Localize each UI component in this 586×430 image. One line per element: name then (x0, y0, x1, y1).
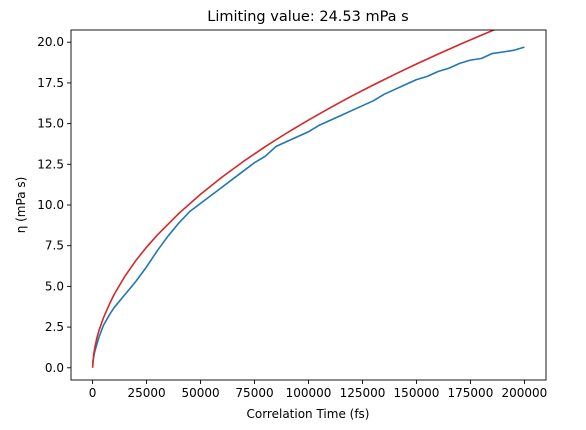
y-tick-label: 12.5 (37, 157, 64, 171)
x-tick-label: 200000 (502, 386, 548, 400)
x-tick-label: 175000 (448, 386, 494, 400)
x-tick-label: 150000 (394, 386, 440, 400)
viscosity-data-line (91, 46, 525, 364)
x-axis: 0 25000 50000 75000 100000 125000 150000 175000… (89, 380, 548, 400)
y-tick-label: 5.0 (45, 279, 64, 293)
y-tick-label: 10.0 (37, 198, 64, 212)
y-axis-label: η (mPa s) (14, 177, 28, 234)
x-tick-label: 100000 (286, 386, 332, 400)
x-tick-label: 75000 (235, 386, 273, 400)
x-tick-label: 125000 (340, 386, 386, 400)
y-tick-label: 7.5 (45, 239, 64, 253)
fit-curve-line (91, 30, 496, 368)
x-tick-label: 50000 (181, 386, 219, 400)
y-tick-label: 0.0 (45, 361, 64, 375)
y-tick-label: 15.0 (37, 117, 64, 131)
y-tick-label: 17.5 (37, 76, 64, 90)
y-tick-label: 20.0 (37, 35, 64, 49)
series-layer (91, 30, 525, 368)
y-axis: 0.0 2.5 5.0 7.5 10.0 12.5 15.0 17.5 20.0 (37, 35, 71, 375)
x-axis-label: Correlation Time (fs) (246, 407, 369, 421)
chart-title: Limiting value: 24.53 mPa s (207, 9, 408, 25)
x-tick-label: 0 (89, 386, 97, 400)
plot-frame (70, 29, 547, 381)
x-tick-label: 25000 (127, 386, 165, 400)
y-tick-label: 2.5 (45, 320, 64, 334)
